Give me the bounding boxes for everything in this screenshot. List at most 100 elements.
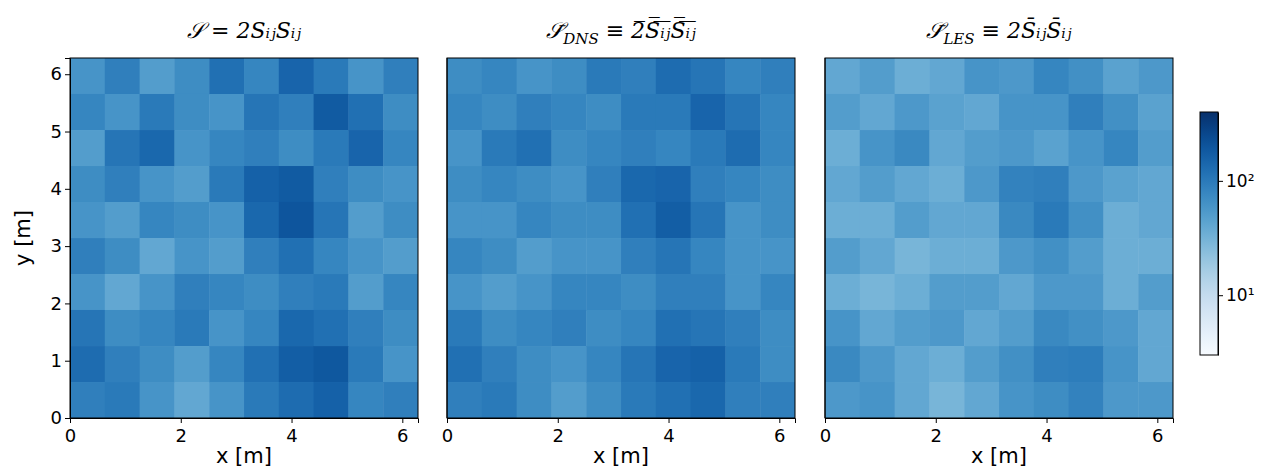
heatmap-cell (447, 382, 482, 418)
heatmap-cell (447, 94, 482, 130)
heatmap-cell (348, 94, 383, 130)
y-tick: 1 (51, 350, 70, 371)
heatmap-cell (656, 238, 691, 274)
heatmap-cell (383, 274, 418, 310)
heatmap-cell (621, 274, 656, 310)
x-tick-label: 0 (442, 425, 453, 446)
heatmap-cell (825, 130, 860, 166)
y-tick-mark (65, 189, 70, 190)
x-tick-label: 6 (397, 425, 408, 446)
y-tick: 3 (51, 235, 70, 256)
heatmap-cell (860, 58, 895, 94)
heatmap-cell (174, 346, 209, 382)
x-tick: 2 (176, 418, 187, 446)
heatmap-cell (140, 130, 175, 166)
heatmap-cell (209, 130, 244, 166)
heatmap-cell (860, 346, 895, 382)
colorbar-tick-label: 10¹ (1226, 285, 1254, 305)
y-tick: 4 (51, 178, 70, 199)
heatmap-cell (621, 130, 656, 166)
heatmap-cell (760, 202, 795, 238)
y-tick-label: 3 (51, 235, 62, 256)
colorbar-tick: 10¹ (1218, 285, 1254, 305)
heatmap-cell (482, 58, 517, 94)
x-tick: 2 (931, 418, 942, 446)
heatmap-cell (760, 130, 795, 166)
heatmap-cell (140, 382, 175, 418)
heatmap-cell (656, 346, 691, 382)
heatmap-cell (348, 274, 383, 310)
heatmap-cell (825, 346, 860, 382)
heatmap-cell (895, 166, 930, 202)
y-tick-mark (65, 303, 70, 304)
heatmap-cell (174, 130, 209, 166)
heatmap-cell (1034, 202, 1069, 238)
heatmap-cell (551, 130, 586, 166)
heatmap-cell (1069, 202, 1104, 238)
x-tick-label: 6 (1152, 425, 1163, 446)
x-tick-label: 6 (774, 425, 785, 446)
heatmap-cell (244, 310, 279, 346)
heatmap-cell (209, 202, 244, 238)
heatmap-cell (725, 94, 760, 130)
x-tick-mark (936, 418, 937, 423)
heatmap-cell (621, 58, 656, 94)
heatmap-cell (691, 238, 726, 274)
heatmap-cell (1138, 94, 1173, 130)
heatmap-cell (383, 166, 418, 202)
heatmap-cell (691, 346, 726, 382)
heatmap-cell (70, 274, 105, 310)
x-axis-title: x [m] (216, 444, 272, 468)
heatmap-cell (656, 274, 691, 310)
heatmap-cell (1138, 130, 1173, 166)
heatmap-cell (586, 310, 621, 346)
heatmap-cell (140, 238, 175, 274)
heatmap-cell (656, 382, 691, 418)
heatmap-cell (725, 166, 760, 202)
heatmap-cell (999, 166, 1034, 202)
heatmap-cell (244, 166, 279, 202)
heatmap-cell (964, 166, 999, 202)
panel: 0246x [m]𝒮̄LES ≡ 2S̄ᵢⱼS̄ᵢⱼ (820, 17, 1174, 468)
heatmap-cell (929, 166, 964, 202)
heatmap-cell (621, 346, 656, 382)
heatmap-cell (70, 310, 105, 346)
y-tick-label: 0 (51, 407, 62, 428)
heatmap-cell (964, 202, 999, 238)
heatmap-cell (551, 94, 586, 130)
heatmap-cell (586, 166, 621, 202)
heatmap-cell (621, 94, 656, 130)
heatmap-cell (447, 202, 482, 238)
heatmap-cell (656, 58, 691, 94)
heatmap-cell (1069, 310, 1104, 346)
heatmap-cell (279, 274, 314, 310)
heatmap-cell (70, 346, 105, 382)
heatmap-cell (517, 310, 552, 346)
x-tick-mark (292, 418, 293, 423)
heatmap-cell (517, 94, 552, 130)
heatmap-cell (895, 202, 930, 238)
heatmap-cell (482, 274, 517, 310)
heatmap-cell (279, 58, 314, 94)
heatmap-cell (517, 202, 552, 238)
x-axis: 0246 (65, 418, 419, 446)
heatmap-cell (929, 382, 964, 418)
heatmap-cell (482, 346, 517, 382)
x-tick-label: 0 (65, 425, 76, 446)
heatmap-cell (860, 238, 895, 274)
heatmap-cell (586, 274, 621, 310)
heatmap-cell (656, 166, 691, 202)
heatmap-cell (279, 238, 314, 274)
panel-title: 𝒮 = 2SᵢⱼSᵢⱼ (187, 18, 301, 43)
heatmap-cell (929, 202, 964, 238)
heatmap-cell (1069, 130, 1104, 166)
heatmap-cell (447, 274, 482, 310)
x-tick-mark (825, 418, 826, 423)
heatmap-cell (348, 58, 383, 94)
heatmap-cell (895, 238, 930, 274)
heatmap-cell (621, 166, 656, 202)
heatmap-cell (999, 346, 1034, 382)
colorbar-axis: 10¹ 10² (1218, 113, 1254, 356)
colorbar-tick: 10² (1218, 171, 1254, 191)
heatmap-cell (551, 346, 586, 382)
